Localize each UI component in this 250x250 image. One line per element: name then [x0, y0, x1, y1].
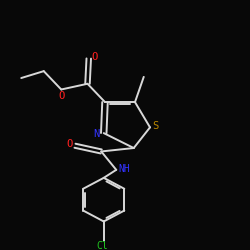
Text: O: O: [91, 52, 98, 62]
Text: O: O: [58, 92, 64, 102]
Text: Cl: Cl: [96, 241, 108, 250]
Text: NH: NH: [118, 164, 130, 174]
Text: N: N: [94, 129, 100, 139]
Text: S: S: [152, 121, 159, 131]
Text: O: O: [67, 139, 73, 149]
